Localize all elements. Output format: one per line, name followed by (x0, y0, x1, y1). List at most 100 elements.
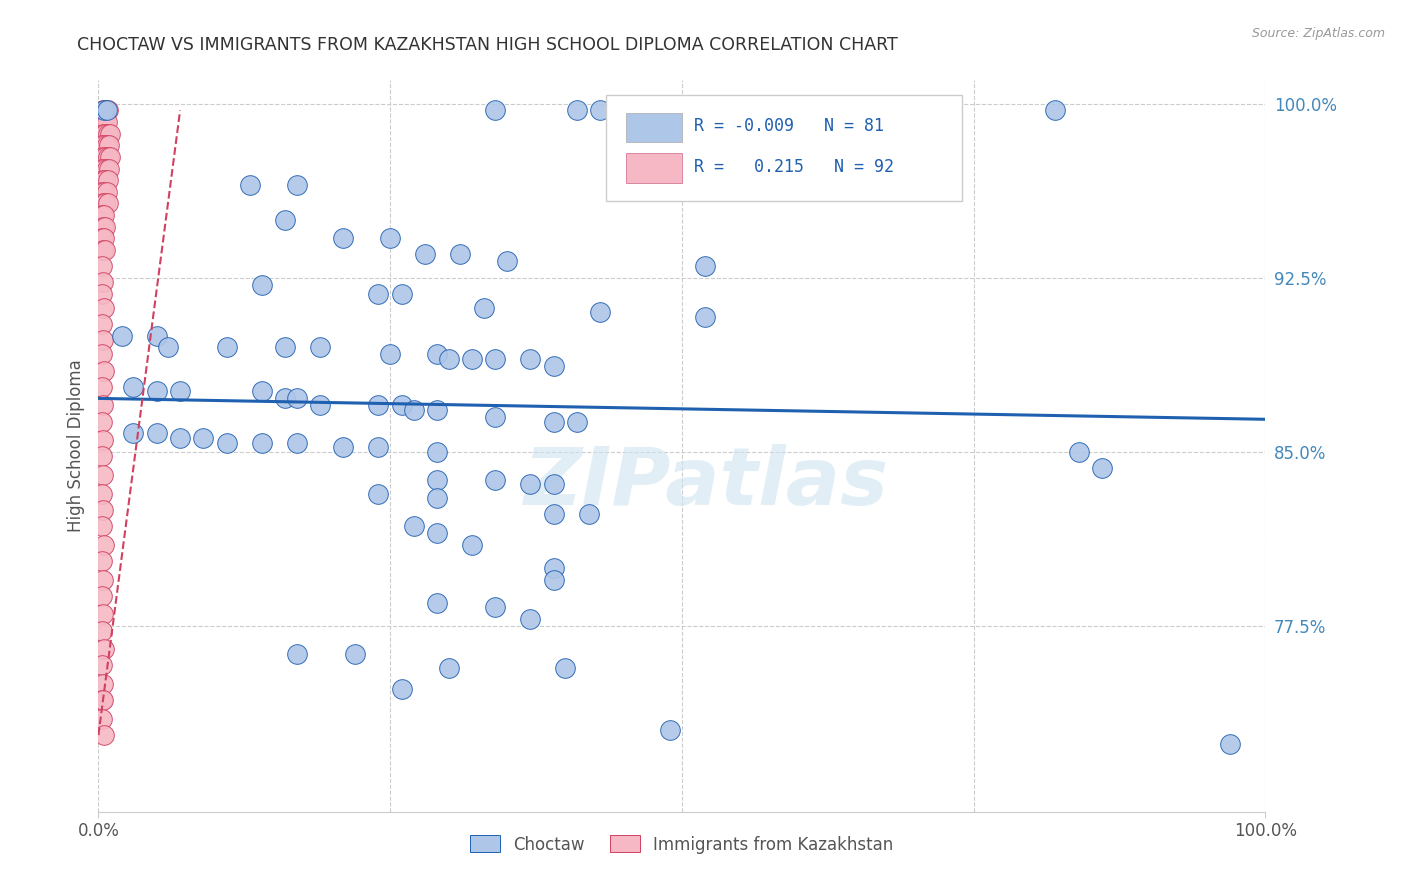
Point (91, 693, 114, 707)
Point (97, 103, 120, 118)
Point (484, 409, 506, 424)
Point (437, 351, 460, 366)
Point (91, 196, 114, 211)
Point (426, 596, 449, 610)
Point (96, 138, 118, 153)
Point (391, 398, 413, 412)
Point (94, 150, 117, 164)
Point (543, 573, 565, 587)
Text: CHOCTAW VS IMMIGRANTS FROM KAZAKHSTAN HIGH SCHOOL DIPLOMA CORRELATION CHART: CHOCTAW VS IMMIGRANTS FROM KAZAKHSTAN HI… (77, 36, 898, 54)
Point (484, 103, 506, 118)
Point (96, 103, 118, 118)
Point (91, 103, 114, 118)
Legend: Choctaw, Immigrants from Kazakhstan: Choctaw, Immigrants from Kazakhstan (461, 827, 903, 862)
Point (380, 231, 402, 245)
Y-axis label: High School Diploma: High School Diploma (66, 359, 84, 533)
Point (90, 486, 112, 500)
Point (484, 473, 506, 487)
Point (93, 138, 115, 153)
Point (91, 433, 114, 447)
Point (554, 661, 576, 675)
Point (193, 431, 215, 445)
Point (1045, 103, 1067, 118)
Point (146, 384, 169, 399)
Point (90, 231, 112, 245)
Point (90, 380, 112, 394)
Point (122, 380, 145, 394)
Point (332, 231, 354, 245)
Point (97, 138, 120, 153)
Point (91, 468, 114, 483)
Point (169, 384, 191, 399)
Point (90, 589, 112, 603)
Point (97, 161, 120, 176)
Point (90, 519, 112, 533)
Point (519, 351, 541, 366)
Point (96, 115, 118, 129)
Point (274, 392, 297, 406)
Point (91, 219, 114, 234)
Point (285, 178, 308, 192)
Point (274, 212, 297, 227)
Point (94, 243, 117, 257)
Point (93, 161, 115, 176)
Point (90, 712, 112, 726)
Point (543, 508, 565, 522)
Text: Source: ZipAtlas.com: Source: ZipAtlas.com (1251, 27, 1385, 40)
Point (695, 310, 717, 325)
Point (543, 415, 565, 429)
Point (496, 254, 519, 268)
Point (90, 554, 112, 568)
Point (426, 403, 449, 417)
Point (239, 178, 262, 192)
Point (91, 275, 114, 289)
Point (543, 561, 565, 575)
Point (90, 138, 112, 153)
Point (91, 398, 114, 412)
Point (413, 247, 436, 261)
Point (391, 286, 413, 301)
Point (97, 173, 120, 187)
Point (1091, 461, 1114, 475)
Point (285, 647, 308, 661)
Point (274, 340, 297, 354)
Point (367, 440, 389, 454)
Point (97, 150, 120, 164)
Point (565, 103, 588, 118)
Point (91, 243, 114, 257)
Point (91, 150, 114, 164)
Point (90, 161, 112, 176)
Point (96, 185, 118, 199)
Point (1219, 738, 1241, 752)
Point (484, 351, 506, 366)
Point (98, 127, 121, 141)
Point (484, 600, 506, 615)
Point (461, 538, 484, 552)
Point (93, 115, 115, 129)
Point (90, 624, 112, 638)
Point (93, 642, 115, 657)
Point (91, 334, 114, 348)
Point (543, 477, 565, 491)
Point (519, 612, 541, 626)
Point (285, 392, 308, 406)
Point (91, 503, 114, 517)
Point (93, 363, 115, 377)
Point (111, 328, 134, 343)
Point (169, 431, 191, 445)
Point (695, 259, 717, 273)
Point (94, 219, 117, 234)
Text: ZIPatlas: ZIPatlas (523, 443, 887, 522)
Point (449, 247, 471, 261)
Point (426, 526, 449, 541)
Point (426, 347, 449, 361)
Point (332, 440, 354, 454)
Point (659, 723, 682, 738)
Point (402, 403, 425, 417)
Point (367, 398, 389, 412)
Point (285, 435, 308, 450)
Point (93, 231, 115, 245)
Point (250, 277, 273, 292)
Point (543, 359, 565, 373)
Point (94, 103, 117, 118)
